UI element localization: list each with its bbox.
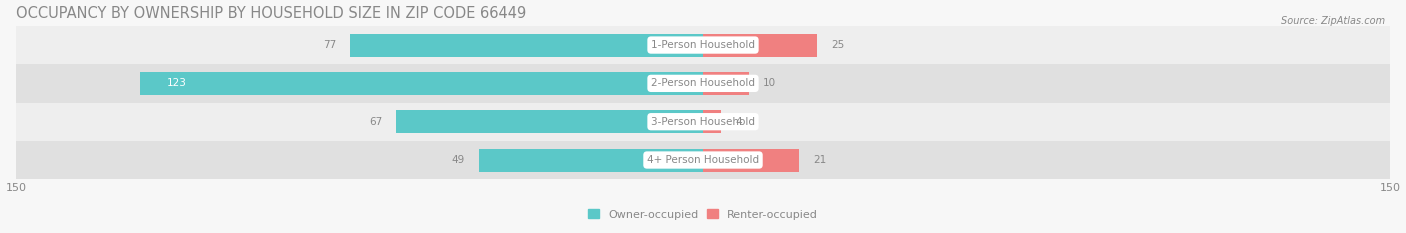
Text: 4+ Person Household: 4+ Person Household <box>647 155 759 165</box>
Bar <box>15 141 1391 179</box>
Text: 3-Person Household: 3-Person Household <box>651 117 755 127</box>
Bar <box>703 148 799 171</box>
Text: OCCUPANCY BY OWNERSHIP BY HOUSEHOLD SIZE IN ZIP CODE 66449: OCCUPANCY BY OWNERSHIP BY HOUSEHOLD SIZE… <box>15 6 526 21</box>
Text: 10: 10 <box>762 78 776 88</box>
Bar <box>703 72 749 95</box>
Bar <box>703 34 817 57</box>
Text: 21: 21 <box>813 155 827 165</box>
Text: Source: ZipAtlas.com: Source: ZipAtlas.com <box>1281 16 1385 26</box>
Text: 1-Person Household: 1-Person Household <box>651 40 755 50</box>
Text: 4: 4 <box>735 117 742 127</box>
Text: 2-Person Household: 2-Person Household <box>651 78 755 88</box>
Bar <box>139 72 703 95</box>
Bar <box>15 64 1391 103</box>
Bar <box>350 34 703 57</box>
Legend: Owner-occupied, Renter-occupied: Owner-occupied, Renter-occupied <box>588 209 818 220</box>
Bar <box>15 103 1391 141</box>
Text: 25: 25 <box>831 40 845 50</box>
Text: 49: 49 <box>451 155 465 165</box>
Bar <box>478 148 703 171</box>
Text: 77: 77 <box>323 40 336 50</box>
Bar <box>703 110 721 133</box>
Text: 123: 123 <box>167 78 187 88</box>
Bar <box>15 26 1391 64</box>
Bar <box>396 110 703 133</box>
Text: 67: 67 <box>370 117 382 127</box>
